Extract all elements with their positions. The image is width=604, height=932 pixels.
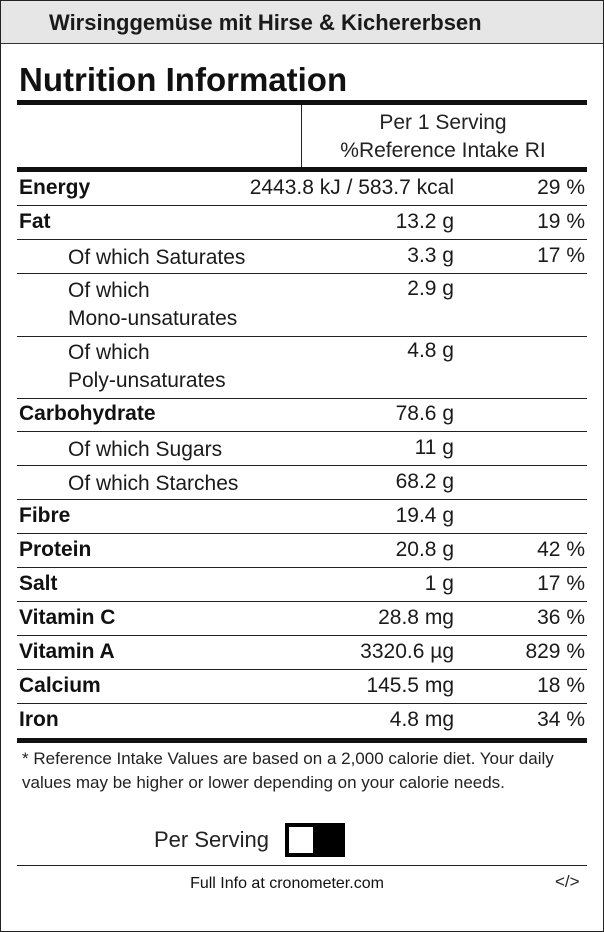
- per-serving-toggle[interactable]: [285, 823, 345, 857]
- nutrient-amount: 1 g: [424, 572, 454, 595]
- per-serving-toggle-label: Per Serving: [154, 827, 269, 852]
- nutrient-name: Energy: [19, 176, 91, 199]
- nutrient-name: Protein: [19, 538, 92, 561]
- nutrient-name: Fat: [19, 210, 51, 233]
- row-divider: [17, 398, 587, 399]
- column-separator: [301, 105, 302, 167]
- row-divider: [17, 499, 587, 500]
- row-divider: [17, 601, 587, 602]
- row-divider: [17, 431, 587, 432]
- nutrient-amount: 11 g: [414, 436, 454, 459]
- nutrient-percent: 18 %: [537, 674, 585, 697]
- nutrient-amount: 2443.8 kJ / 583.7 kcal: [249, 176, 454, 199]
- row-divider: [17, 336, 587, 337]
- nutrient-percent: 17 %: [537, 572, 585, 595]
- nutrient-name: Carbohydrate: [19, 402, 156, 425]
- nutrient-amount: 68.2 g: [395, 470, 454, 493]
- title-bar: Wirsinggemüse mit Hirse & Kichererbsen: [1, 1, 603, 44]
- heading-rule: [17, 100, 587, 105]
- nutrient-amount: 3.3 g: [407, 244, 454, 267]
- nutrient-percent: 19 %: [537, 210, 585, 233]
- nutrient-amount: 28.8 mg: [378, 606, 454, 629]
- nutrient-name: Iron: [19, 708, 59, 731]
- row-divider: [17, 465, 587, 466]
- nutrient-amount: 78.6 g: [395, 402, 454, 425]
- per-serving-header: Per 1 Serving: [379, 111, 507, 134]
- row-divider: [17, 273, 587, 274]
- nutrient-amount: 13.2 g: [395, 210, 454, 233]
- nutrient-percent: 829 %: [525, 640, 585, 663]
- nutrient-name-line2: Poly-unsaturates: [68, 369, 226, 392]
- nutrient-percent: 29 %: [537, 176, 585, 199]
- reference-intake-header: %Reference Intake RI: [340, 139, 546, 162]
- nutrient-name: Fibre: [19, 504, 71, 527]
- nutrient-amount: 4.8 mg: [389, 708, 454, 731]
- header-rule: [17, 167, 587, 172]
- nutrient-name: Vitamin C: [19, 606, 116, 629]
- nutrient-amount: 20.8 g: [395, 538, 454, 561]
- nutrient-percent: 42 %: [537, 538, 585, 561]
- nutrient-amount: 19.4 g: [395, 504, 454, 527]
- nutrient-name: Vitamin A: [19, 640, 115, 663]
- row-divider: [17, 635, 587, 636]
- cronometer-link[interactable]: Full Info at cronometer.com: [190, 875, 384, 892]
- table-bottom-rule: [17, 738, 587, 743]
- nutrient-amount: 2.9 g: [407, 277, 454, 300]
- row-divider: [17, 669, 587, 670]
- nutrient-name: Of which Saturates: [68, 246, 246, 269]
- nutrient-name: Of which: [68, 279, 150, 302]
- nutrient-amount: 4.8 g: [407, 339, 454, 362]
- nutrient-amount: 145.5 mg: [366, 674, 454, 697]
- embed-code-icon[interactable]: </>: [555, 872, 580, 891]
- nutrient-percent: 17 %: [537, 244, 585, 267]
- nutrient-name: Salt: [19, 572, 58, 595]
- nutrient-name: Of which: [68, 341, 150, 364]
- nutrient-name: Calcium: [19, 674, 101, 697]
- nutrition-heading: Nutrition Information: [19, 61, 348, 98]
- nutrient-percent: 36 %: [537, 606, 585, 629]
- row-divider: [17, 239, 587, 240]
- toggle-knob: [288, 826, 314, 854]
- nutrient-name-line2: Mono-unsaturates: [68, 307, 238, 330]
- row-divider: [17, 533, 587, 534]
- row-divider: [17, 205, 587, 206]
- nutrient-name: Of which Sugars: [68, 438, 223, 461]
- row-divider: [17, 703, 587, 704]
- row-divider: [17, 567, 587, 568]
- nutrient-percent: 34 %: [537, 708, 585, 731]
- reference-intake-footnote: * Reference Intake Values are based on a…: [22, 749, 554, 792]
- nutrient-amount: 3320.6 µg: [360, 640, 454, 663]
- nutrient-name: Of which Starches: [68, 472, 239, 495]
- recipe-title: Wirsinggemüse mit Hirse & Kichererbsen: [49, 10, 482, 35]
- footer-rule: [17, 865, 587, 866]
